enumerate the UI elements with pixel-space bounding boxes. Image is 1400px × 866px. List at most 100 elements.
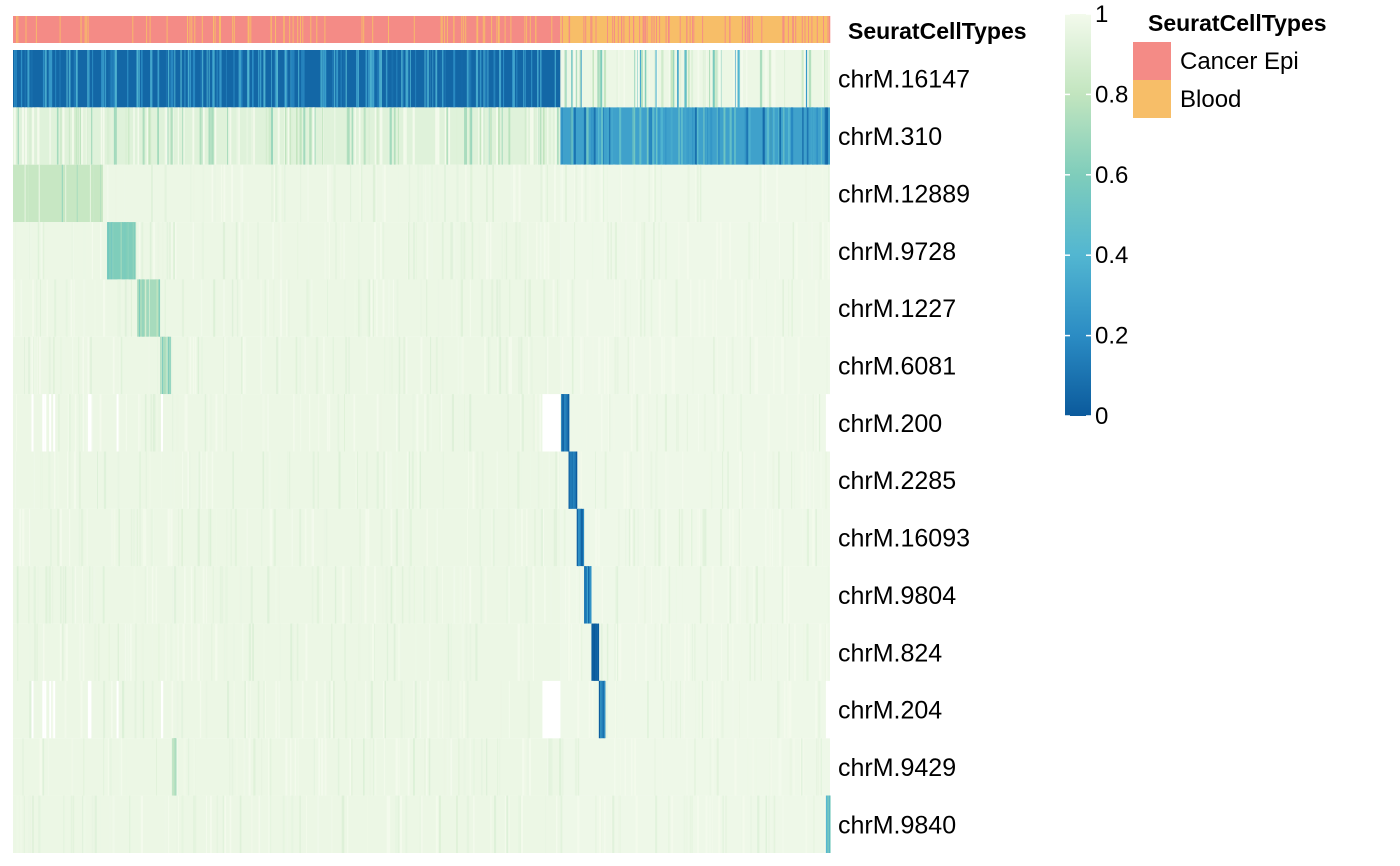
heatmap-cell [827,566,830,624]
heatmap-cell [768,795,770,853]
heatmap-cell [121,222,123,280]
heatmap-cell [574,222,576,280]
heatmap-cell [767,451,769,509]
heatmap-cell [146,107,149,165]
heatmap-cell [424,566,426,624]
heatmap-cell [73,107,76,165]
heatmap-cell [469,566,472,624]
heatmap-cell [744,107,746,165]
heatmap-cell [580,50,582,108]
heatmap-cell [805,50,808,108]
heatmap-cell [265,107,268,165]
heatmap-cell [593,623,595,681]
heatmap-cell [136,508,138,567]
heatmap-cell [232,451,234,509]
heatmap-cell [677,50,679,108]
heatmap-cell [734,738,737,796]
heatmap-cell [601,566,603,624]
heatmap-cell [781,107,784,165]
heatmap-cell [359,623,361,681]
heatmap-cell [164,795,167,853]
heatmap-cell [565,394,567,452]
heatmap-cell [196,451,199,509]
heatmap-cell [80,680,83,739]
heatmap-cell [779,222,781,280]
heatmap-cell [697,50,699,108]
heatmap-cell [820,623,822,681]
heatmap-cell [425,738,428,796]
heatmap-cell [79,623,82,681]
heatmap-cell [558,451,560,509]
heatmap-cell [584,164,587,223]
heatmap-cell [650,279,653,337]
heatmap-cell [40,222,42,280]
heatmap-cell [409,508,412,567]
heatmap-cell [318,738,320,796]
heatmap-cell [71,738,74,796]
heatmap-cell [270,738,272,796]
heatmap-cell [382,279,385,337]
heatmap-cell [520,451,523,509]
heatmap-cell [381,164,384,223]
heatmap-cell [592,50,594,108]
heatmap-cell [734,107,736,165]
heatmap-cell [150,107,152,165]
heatmap-cell [134,680,137,739]
heatmap-cell [69,107,71,165]
heatmap-cell [348,107,350,165]
heatmap-cell [31,336,33,395]
heatmap-cell [171,680,174,739]
heatmap-cell [826,795,828,853]
heatmap-cell [508,107,511,165]
heatmap-cell [38,164,40,223]
heatmap-cell [192,336,195,395]
heatmap-cell [801,451,803,509]
heatmap-cell [498,107,500,165]
heatmap-cell [560,566,830,624]
heatmap-cell [368,107,371,165]
heatmap-cell [460,222,463,280]
heatmap-cell [211,623,213,681]
heatmap-cell [289,107,291,165]
heatmap-cell [626,451,629,509]
heatmap-cell [430,222,433,280]
heatmap-cell [463,738,466,796]
heatmap-cell [125,394,127,452]
heatmap-cell [557,279,559,337]
heatmap-cell [262,451,265,509]
heatmap-cell [439,394,441,452]
heatmap-cell [208,50,210,108]
heatmap-cell [189,451,191,509]
heatmap-cell [464,107,467,165]
heatmap-cell [617,336,619,395]
heatmap-cell [737,50,740,108]
heatmap-cell [691,623,693,681]
heatmap-cell [278,680,280,739]
heatmap-cell [233,50,235,108]
heatmap-cell [127,222,129,280]
heatmap-cell [487,336,490,395]
heatmap-cell [307,164,309,223]
heatmap-cell [283,164,286,223]
heatmap-cell [741,795,743,853]
heatmap-cell [425,50,427,108]
heatmap-cell [741,451,743,509]
heatmap-cell [609,107,611,165]
heatmap-cell [575,50,578,108]
heatmap-cell [302,50,305,108]
heatmap-cell [780,107,782,165]
heatmap-cell [741,336,743,395]
heatmap-cell [777,680,779,739]
heatmap-cell [507,394,509,452]
heatmap-cell [676,394,678,452]
heatmap-cell [295,336,298,395]
heatmap-cell [573,451,575,509]
heatmap-cell [548,451,550,509]
heatmap-cell [20,279,23,337]
heatmap-cell [789,738,792,796]
heatmap-cell [630,336,632,395]
heatmap-cell [316,566,319,624]
heatmap-cell [634,50,636,108]
heatmap-cell [151,164,153,223]
heatmap-cell [293,394,296,452]
